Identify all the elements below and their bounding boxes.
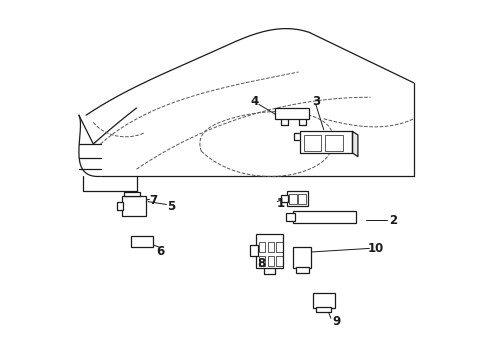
Polygon shape: [352, 131, 357, 157]
Bar: [258, 242, 265, 252]
Bar: [267, 256, 273, 266]
Bar: [249, 245, 257, 256]
Bar: [285, 213, 294, 221]
Text: 9: 9: [332, 315, 340, 328]
Text: 3: 3: [311, 95, 319, 108]
Bar: [258, 256, 265, 266]
Bar: [131, 236, 152, 247]
Bar: [297, 194, 305, 204]
Text: 1: 1: [276, 197, 284, 210]
Text: 10: 10: [367, 242, 383, 255]
Bar: [292, 211, 355, 223]
Bar: [276, 256, 282, 266]
Bar: [122, 196, 145, 216]
Bar: [312, 293, 334, 308]
Bar: [325, 135, 342, 151]
Bar: [267, 242, 273, 252]
Text: 7: 7: [149, 194, 158, 207]
Bar: [288, 194, 296, 204]
Bar: [256, 234, 283, 268]
Bar: [123, 192, 140, 196]
Text: 4: 4: [250, 95, 258, 108]
Bar: [303, 135, 321, 151]
Polygon shape: [300, 131, 352, 153]
Bar: [292, 247, 310, 268]
Text: 8: 8: [257, 257, 265, 270]
Bar: [117, 202, 123, 210]
Bar: [280, 195, 287, 202]
Bar: [275, 108, 309, 119]
Bar: [276, 242, 282, 252]
Text: 2: 2: [388, 214, 396, 227]
Bar: [286, 191, 307, 206]
Bar: [295, 267, 308, 273]
Text: 5: 5: [166, 200, 175, 213]
Bar: [316, 307, 330, 312]
Text: 6: 6: [156, 245, 164, 258]
